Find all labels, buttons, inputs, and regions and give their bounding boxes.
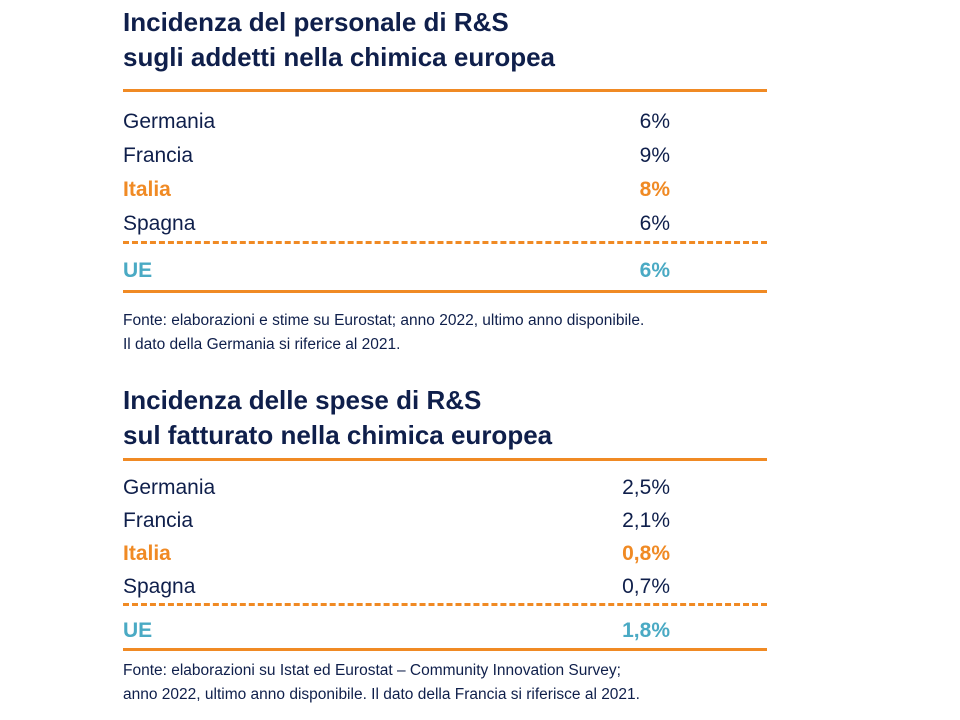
value: 0,7%	[622, 575, 670, 598]
country-label: Francia	[123, 509, 194, 532]
source-note: Fonte: elaborazioni su Istat ed Eurostat…	[123, 659, 823, 707]
value: 1,8%	[622, 619, 670, 642]
top-rule	[123, 89, 767, 92]
value: 6%	[639, 259, 670, 282]
table-row: Spagna 0,7%	[123, 570, 767, 603]
total-row: UE 6%	[123, 254, 767, 288]
table-row: Germania 2,5%	[123, 471, 767, 504]
value: 6%	[639, 110, 670, 133]
dashed-divider	[123, 241, 767, 244]
section-spending: Incidenza delle spese di R&S sul fattura…	[123, 383, 767, 707]
note-line: Fonte: elaborazioni su Istat ed Eurostat…	[123, 662, 621, 679]
country-label: Spagna	[123, 212, 196, 235]
title-line: Incidenza delle spese di R&S	[123, 385, 482, 415]
country-label: UE	[123, 259, 153, 282]
table-row-highlight: Italia 0,8%	[123, 537, 767, 570]
country-label: Germania	[123, 476, 216, 499]
country-label: UE	[123, 619, 153, 642]
title-line: Incidenza del personale di R&S	[123, 7, 509, 37]
top-rule	[123, 458, 767, 461]
value: 2,5%	[622, 476, 670, 499]
table-row-highlight: Italia 8%	[123, 173, 767, 207]
dashed-divider	[123, 603, 767, 606]
country-label: Italia	[123, 178, 171, 201]
title-line: sul fatturato nella chimica europea	[123, 420, 553, 450]
section-personnel: Incidenza del personale di R&S sugli add…	[123, 5, 767, 357]
table-row: Spagna 6%	[123, 207, 767, 241]
source-note: Fonte: elaborazioni e stime su Eurostat;…	[123, 309, 823, 357]
bottom-rule	[123, 290, 767, 293]
country-label: Francia	[123, 144, 194, 167]
table-row: Francia 9%	[123, 139, 767, 173]
total-row: UE 1,8%	[123, 614, 767, 646]
value: 6%	[639, 212, 670, 235]
bottom-rule	[123, 648, 767, 651]
value: 9%	[639, 144, 670, 167]
table-row: Francia 2,1%	[123, 504, 767, 537]
note-line: Il dato della Germania si riferice al 20…	[123, 336, 401, 353]
value: 2,1%	[622, 509, 670, 532]
value: 0,8%	[622, 542, 670, 565]
country-label: Italia	[123, 542, 171, 565]
note-line: anno 2022, ultimo anno disponibile. Il d…	[123, 686, 640, 703]
section-title: Incidenza delle spese di R&S sul fattura…	[123, 383, 767, 453]
country-label: Spagna	[123, 575, 196, 598]
title-line: sugli addetti nella chimica europea	[123, 42, 556, 72]
section-title: Incidenza del personale di R&S sugli add…	[123, 5, 767, 75]
table-row: Germania 6%	[123, 105, 767, 139]
note-line: Fonte: elaborazioni e stime su Eurostat;…	[123, 312, 645, 329]
country-label: Germania	[123, 110, 216, 133]
value: 8%	[639, 178, 670, 201]
